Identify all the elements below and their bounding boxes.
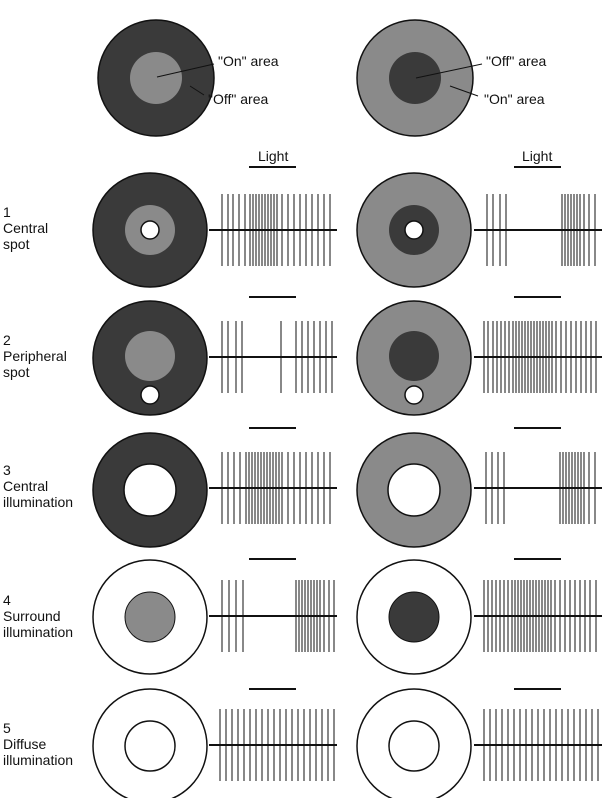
row-name-line: Central — [3, 220, 49, 236]
on-center-center-disc — [130, 52, 182, 104]
spike-train-left — [209, 321, 337, 393]
row-number: 2 — [3, 332, 11, 348]
off-center-center-disc — [389, 331, 439, 381]
header-off-center-field: "Off" area "On" area — [356, 19, 546, 137]
row-label-2: 2 Peripheral spot — [3, 332, 67, 380]
light-spot — [404, 220, 424, 240]
spike-train-right — [474, 321, 602, 393]
row-label-4: 4 Surround illumination — [3, 592, 73, 640]
spike-train-right — [474, 580, 602, 652]
on-surround-pointer-line — [449, 85, 479, 97]
off-surround-pointer-line — [189, 85, 205, 96]
illuminated-center — [123, 463, 177, 517]
left-center-label: "On" area — [218, 53, 279, 69]
right-center-label: "Off" area — [486, 53, 546, 69]
illuminated-center — [388, 720, 440, 772]
row-number: 3 — [3, 462, 11, 478]
row-label-3: 3 Central illumination — [3, 462, 73, 510]
light-spot — [404, 385, 424, 405]
header-on-center-field: "On" area "Off" area — [97, 19, 279, 137]
spike-train-left — [209, 194, 337, 266]
row-name-line: Diffuse — [3, 736, 47, 752]
row-name-line: Surround — [3, 608, 61, 624]
row-name-line: illumination — [3, 494, 74, 510]
off-center-center-disc — [388, 591, 440, 643]
illuminated-center — [387, 463, 441, 517]
off-center-pointer-line — [415, 63, 483, 79]
light-spot — [140, 220, 160, 240]
row-2-peripheral-spot — [92, 296, 602, 416]
off-center-center-disc — [389, 52, 441, 104]
row-label-5: 5 Diffuse illumination — [3, 720, 73, 768]
row-name-line: Peripheral — [3, 348, 67, 364]
spike-train-left — [209, 452, 337, 524]
spike-train-right — [474, 709, 602, 781]
spike-train-right — [474, 452, 602, 524]
row-name-line: illumination — [3, 752, 74, 768]
row-name-line: spot — [3, 364, 30, 380]
spike-train-left — [209, 580, 337, 652]
spike-train-left — [209, 709, 337, 781]
row-number: 5 — [3, 720, 11, 736]
spike-train-right — [474, 194, 602, 266]
row-4-surround-illumination — [92, 558, 602, 675]
light-label-left: Light — [258, 148, 288, 164]
on-center-pointer-line — [156, 63, 215, 78]
illuminated-center — [124, 720, 176, 772]
light-label-right: Light — [522, 148, 552, 164]
light-spot — [140, 385, 160, 405]
row-1-central-spot — [92, 166, 602, 288]
row-label-1: 1 Central spot — [3, 204, 48, 252]
row-name-line: illumination — [3, 624, 74, 640]
left-surround-label: "Off" area — [208, 91, 268, 107]
on-center-center-disc — [124, 591, 176, 643]
row-name-line: spot — [3, 236, 30, 252]
row-number: 1 — [3, 204, 11, 220]
row-number: 4 — [3, 592, 11, 608]
row-5-diffuse-illumination — [92, 688, 602, 798]
row-name-line: Central — [3, 478, 49, 494]
right-surround-label: "On" area — [484, 91, 545, 107]
on-center-center-disc — [125, 331, 175, 381]
row-3-central-illumination — [92, 427, 602, 548]
